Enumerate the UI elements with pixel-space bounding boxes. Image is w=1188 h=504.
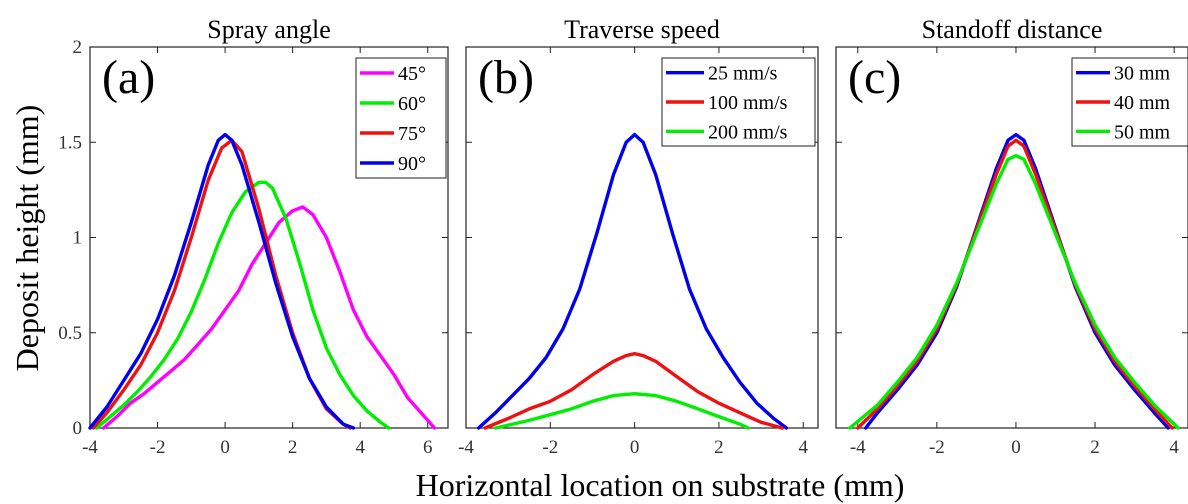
x-tick-label: 2 — [288, 437, 298, 458]
x-tick-label: -2 — [542, 437, 558, 458]
y-tick-label: 0 — [73, 418, 83, 439]
legend-label: 30 mm — [1114, 63, 1171, 85]
panel-label: (a) — [102, 51, 155, 104]
x-tick-label: 6 — [423, 437, 433, 458]
legend-box — [355, 57, 447, 179]
legend-label: 45° — [398, 63, 426, 85]
panels: Spray angle -4 -2 0 2 4 6 0 0.5 1 1.5 2 (a) 45° 60° 75°… — [58, 15, 1188, 458]
panel-title: Spray angle — [207, 15, 330, 44]
x-tick-label: 2 — [714, 437, 724, 458]
x-tick-label: 0 — [630, 437, 640, 458]
x-tick-label: -4 — [458, 437, 474, 458]
series-line-2 — [483, 352, 784, 430]
x-tick-label: -2 — [150, 437, 166, 458]
y-tick-label: 0.5 — [58, 323, 82, 344]
series-line-1 — [864, 132, 1170, 430]
panel-label: (b) — [478, 51, 534, 104]
legend-label: 100 mm/s — [708, 92, 788, 114]
legend-label: 50 mm — [1114, 121, 1171, 143]
legend-label: 90° — [398, 153, 426, 175]
series-line-1 — [101, 205, 437, 430]
legend: 45° 60° 75° 90° — [355, 57, 447, 179]
panel-a: Spray angle -4 -2 0 2 4 6 0 0.5 1 1.5 2 (a) 45° 60° 75°… — [58, 15, 449, 458]
legend-label: 25 mm/s — [708, 63, 778, 85]
series-line-3 — [493, 392, 751, 430]
legend-label: 60° — [398, 93, 426, 115]
series-line-4 — [88, 132, 356, 430]
y-axis-label: Deposit height (mm) — [9, 105, 45, 372]
legend-label: 75° — [398, 123, 426, 145]
y-tick-label: 1.5 — [58, 132, 82, 153]
x-axis-label: Horizontal location on substrate (mm) — [416, 467, 905, 503]
legend-label: 200 mm/s — [708, 121, 788, 143]
x-tick-label: 4 — [355, 437, 365, 458]
legend: 30 mm 40 mm 50 mm — [1071, 57, 1188, 147]
x-tick-label: 0 — [220, 437, 230, 458]
y-tick-label: 1 — [73, 228, 83, 249]
legend-label: 40 mm — [1114, 92, 1171, 114]
panel-c: Standoff distance -4 -2 0 2 4 (c) 30 mm 40 mm 50 … — [835, 15, 1188, 458]
legend: 25 mm/s 100 mm/s 200 mm/s — [661, 57, 816, 147]
panel-label: (c) — [848, 51, 901, 104]
series-line-2 — [856, 138, 1174, 430]
series-line-1 — [476, 132, 789, 430]
x-tick-label: -2 — [929, 437, 945, 458]
y-tick-label: 2 — [73, 37, 83, 58]
panel-title: Traverse speed — [564, 15, 720, 44]
x-tick-label: -4 — [850, 437, 866, 458]
series-line-3 — [848, 153, 1180, 430]
panel-title: Standoff distance — [922, 15, 1103, 44]
x-tick-label: -4 — [82, 437, 98, 458]
x-tick-label: 0 — [1011, 437, 1021, 458]
x-tick-label: 4 — [1169, 437, 1179, 458]
x-tick-label: 4 — [798, 437, 808, 458]
x-tick-label: 2 — [1090, 437, 1100, 458]
